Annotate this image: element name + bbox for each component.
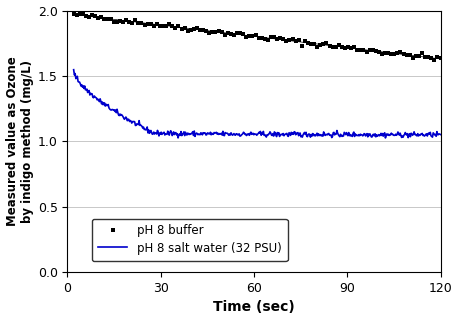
pH 8 salt water (32 PSU) <box>247 132 253 135</box>
pH 8 salt water (32 PSU) <box>383 136 388 140</box>
pH 8 salt water (32 PSU) <box>71 68 76 72</box>
pH 8 salt water (32 PSU) <box>289 132 295 136</box>
pH 8 salt water (32 PSU) <box>438 132 443 136</box>
Y-axis label: Measured value as Ozone
by indigo method (mg/L): Measured value as Ozone by indigo method… <box>5 57 33 226</box>
pH 8 salt water (32 PSU) <box>371 134 377 138</box>
X-axis label: Time (sec): Time (sec) <box>213 300 295 315</box>
pH 8 buffer <box>327 44 333 48</box>
pH 8 buffer <box>80 12 86 16</box>
pH 8 salt water (32 PSU) <box>430 135 435 139</box>
pH 8 salt water (32 PSU) <box>269 133 275 137</box>
pH 8 buffer <box>278 36 283 40</box>
pH 8 buffer <box>364 50 369 54</box>
pH 8 buffer <box>438 56 443 60</box>
pH 8 buffer <box>151 24 157 28</box>
Legend: pH 8 buffer, pH 8 salt water (32 PSU): pH 8 buffer, pH 8 salt water (32 PSU) <box>92 219 288 261</box>
pH 8 buffer <box>429 56 434 60</box>
pH 8 salt water (32 PSU) <box>245 133 251 137</box>
Line: pH 8 salt water (32 PSU): pH 8 salt water (32 PSU) <box>74 70 441 138</box>
pH 8 buffer <box>431 58 437 62</box>
Line: pH 8 buffer: pH 8 buffer <box>72 12 442 61</box>
pH 8 buffer <box>71 12 76 16</box>
pH 8 buffer <box>173 26 178 30</box>
